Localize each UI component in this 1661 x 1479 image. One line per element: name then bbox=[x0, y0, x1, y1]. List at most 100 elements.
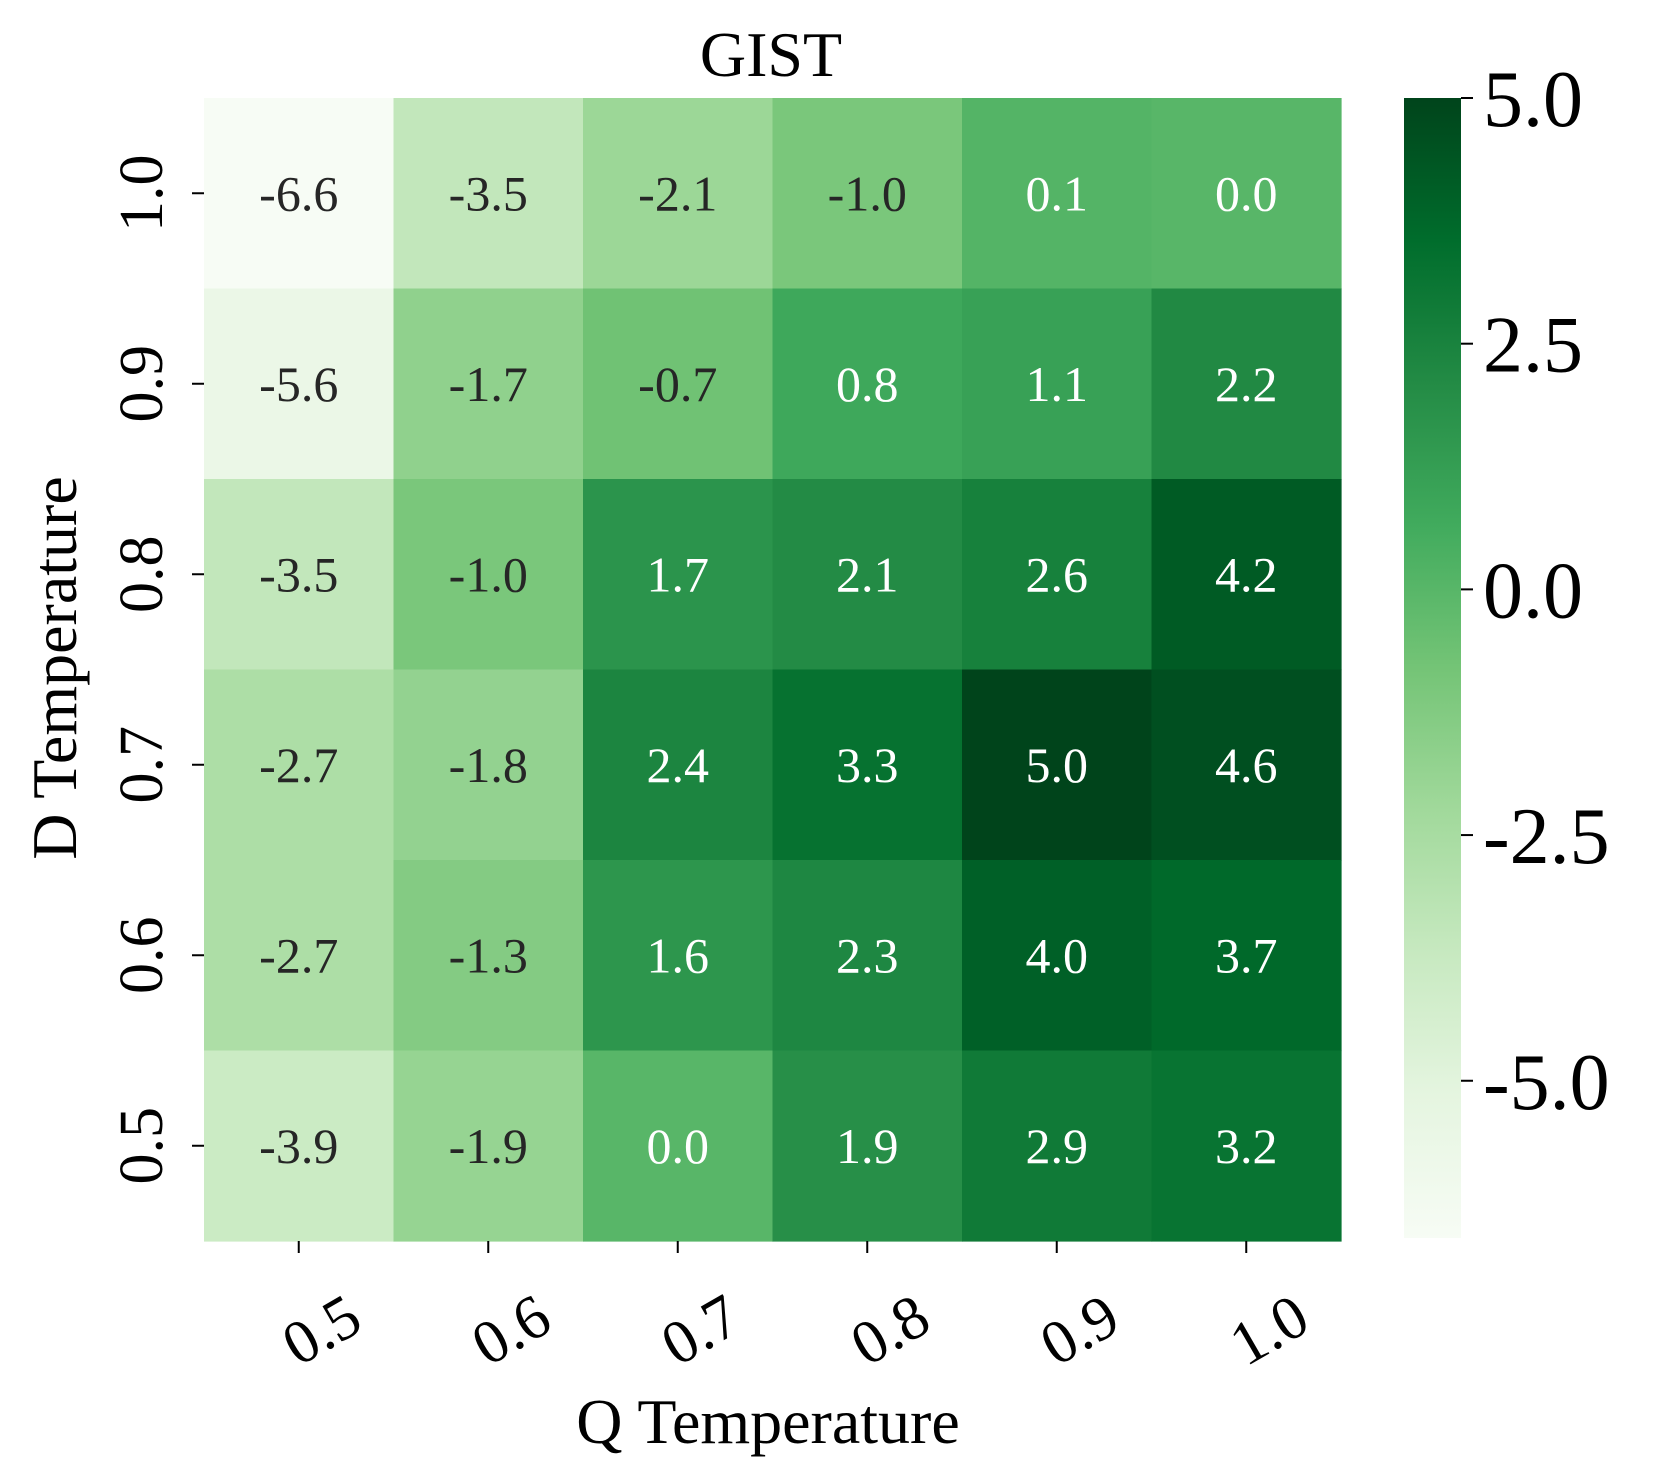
colorbar-tick-label: 5.0 bbox=[1483, 56, 1583, 144]
heatmap-cell bbox=[772, 98, 963, 290]
heatmap-cell bbox=[393, 860, 584, 1052]
y-tick-label: 0.9 bbox=[108, 345, 176, 423]
cell-value-label: -0.7 bbox=[638, 356, 717, 412]
heatmap-cell bbox=[772, 1050, 963, 1242]
y-tick-label: 1.0 bbox=[108, 155, 176, 233]
cell-value-label: 1.9 bbox=[836, 1118, 899, 1174]
heatmap-cell bbox=[962, 1050, 1153, 1242]
heatmap-cell bbox=[962, 98, 1153, 290]
colorbar-gradient bbox=[1404, 98, 1461, 1238]
cell-value-label: 2.6 bbox=[1026, 546, 1089, 602]
cell-value-label: -1.0 bbox=[449, 546, 528, 602]
heatmap-cell bbox=[204, 669, 395, 861]
heatmap-cell bbox=[1151, 860, 1342, 1052]
cell-value-label: 2.4 bbox=[647, 737, 710, 793]
colorbar-tick-label: 2.5 bbox=[1483, 302, 1583, 390]
heatmap-cell bbox=[772, 860, 963, 1052]
y-axis-label: D Temperature bbox=[19, 476, 90, 860]
colorbar-tick-label: -2.5 bbox=[1483, 793, 1610, 881]
heatmap-cell bbox=[962, 288, 1153, 480]
heatmap-cell bbox=[583, 479, 774, 671]
cell-value-label: 3.3 bbox=[836, 737, 899, 793]
x-tick-label: 1.0 bbox=[1219, 1282, 1320, 1380]
cell-value-label: -1.9 bbox=[449, 1118, 528, 1174]
cell-value-label: -3.9 bbox=[259, 1118, 338, 1174]
x-tick-label: 0.6 bbox=[461, 1282, 562, 1380]
colorbar-tick-label: -5.0 bbox=[1483, 1039, 1610, 1127]
cell-value-label: -1.7 bbox=[449, 356, 528, 412]
heatmap-cell bbox=[583, 288, 774, 480]
cell-value-label: -5.6 bbox=[259, 356, 338, 412]
cell-value-label: 0.0 bbox=[647, 1118, 710, 1174]
heatmap-cell bbox=[962, 479, 1153, 671]
y-tick-label: 0.6 bbox=[108, 917, 176, 995]
cell-value-label: 0.0 bbox=[1215, 165, 1278, 221]
cell-value-label: 1.7 bbox=[647, 546, 710, 602]
heatmap-cell bbox=[204, 860, 395, 1052]
cell-value-label: 3.7 bbox=[1215, 927, 1278, 983]
heatmap-cell bbox=[204, 98, 395, 290]
x-tick-label: 0.9 bbox=[1029, 1282, 1130, 1380]
heatmap-cell bbox=[583, 98, 774, 290]
cell-value-label: 4.2 bbox=[1215, 546, 1278, 602]
heatmap-cell bbox=[1151, 98, 1342, 290]
heatmap-cell bbox=[1151, 479, 1342, 671]
heatmap-cells: -6.6 -3.5 -2.1 -1.0 0.1 0.0 -5.6 -1.7 -0.7 0.8 1.1… bbox=[204, 98, 1342, 1242]
cell-value-label: 0.8 bbox=[836, 356, 899, 412]
cell-value-label: 1.6 bbox=[647, 927, 710, 983]
cell-value-label: -1.8 bbox=[449, 737, 528, 793]
cell-value-label: 2.1 bbox=[836, 546, 899, 602]
heatmap-cell bbox=[393, 669, 584, 861]
x-tick-label: 0.7 bbox=[650, 1282, 751, 1380]
cell-value-label: -1.3 bbox=[449, 927, 528, 983]
heatmap-cell bbox=[393, 288, 584, 480]
heatmap-cell bbox=[1151, 288, 1342, 480]
heatmap-cell bbox=[583, 860, 774, 1052]
heatmap-cell bbox=[583, 669, 774, 861]
heatmap-cell bbox=[204, 288, 395, 480]
cell-value-label: 2.2 bbox=[1215, 356, 1278, 412]
cell-value-label: -3.5 bbox=[449, 165, 528, 221]
heatmap-cell bbox=[583, 1050, 774, 1242]
cell-value-label: -6.6 bbox=[259, 165, 338, 221]
heatmap-cell bbox=[1151, 669, 1342, 861]
y-tick-label: 0.5 bbox=[108, 1107, 176, 1185]
cell-value-label: 0.1 bbox=[1026, 165, 1089, 221]
x-axis-ticks: 0.5 0.6 0.7 0.8 0.9 1.0 bbox=[271, 1241, 1320, 1379]
heatmap-cell bbox=[393, 479, 584, 671]
heatmap-cell bbox=[772, 288, 963, 480]
x-tick-label: 0.5 bbox=[271, 1282, 372, 1380]
heatmap-cell bbox=[393, 1050, 584, 1242]
colorbar-ticks: 5.0 2.5 0.0 -2.5 -5.0 bbox=[1461, 56, 1610, 1127]
cell-value-label: 2.9 bbox=[1026, 1118, 1089, 1174]
y-axis-ticks: 1.0 0.9 0.8 0.7 0.6 0.5 bbox=[108, 155, 204, 1185]
cell-value-label: 4.6 bbox=[1215, 737, 1278, 793]
cell-value-label: 3.2 bbox=[1215, 1118, 1278, 1174]
x-tick-label: 0.8 bbox=[840, 1282, 941, 1380]
heatmap-cell bbox=[962, 860, 1153, 1052]
x-axis-label: Q Temperature bbox=[576, 1386, 960, 1457]
y-tick-label: 0.8 bbox=[108, 536, 176, 614]
cell-value-label: 5.0 bbox=[1026, 737, 1089, 793]
heatmap-cell bbox=[1151, 1050, 1342, 1242]
heatmap-cell bbox=[204, 1050, 395, 1242]
y-tick-label: 0.7 bbox=[108, 726, 176, 804]
heatmap-cell bbox=[772, 479, 963, 671]
heatmap-cell bbox=[962, 669, 1153, 861]
cell-value-label: -2.7 bbox=[259, 737, 338, 793]
cell-value-label: -1.0 bbox=[828, 165, 907, 221]
cell-value-label: 4.0 bbox=[1026, 927, 1089, 983]
heatmap-cell bbox=[204, 479, 395, 671]
heatmap-cell bbox=[393, 98, 584, 290]
cell-value-label: 2.3 bbox=[836, 927, 899, 983]
colorbar: 5.0 2.5 0.0 -2.5 -5.0 bbox=[1404, 56, 1610, 1238]
cell-value-label: -3.5 bbox=[259, 546, 338, 602]
cell-value-label: -2.1 bbox=[638, 165, 717, 221]
colorbar-tick-label: 0.0 bbox=[1483, 547, 1583, 635]
cell-value-label: -2.7 bbox=[259, 927, 338, 983]
chart-title: GIST bbox=[700, 19, 842, 90]
cell-value-label: 1.1 bbox=[1026, 356, 1089, 412]
heatmap-cell bbox=[772, 669, 963, 861]
